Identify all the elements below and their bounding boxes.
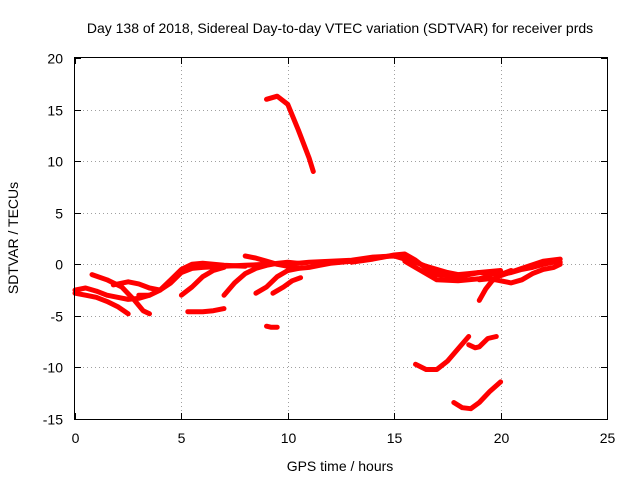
y-tick-label: -10 [43, 360, 63, 376]
series-line-arc-13 [264, 93, 316, 174]
y-tick-label: 0 [55, 257, 63, 273]
series-line-arc-06 [178, 264, 227, 298]
y-axis-label: SDTVAR / TECUs [5, 182, 21, 294]
tick-labels: 0 5 10 15 20 25 -15 -10 -5 0 5 10 15 20 [43, 51, 616, 447]
plot-frame [74, 57, 608, 420]
series-line-arc-23 [451, 379, 504, 412]
series-line-arc-10 [253, 265, 301, 296]
series-line-arc-08 [221, 259, 301, 298]
x-axis-label: GPS time / hours [287, 458, 394, 474]
series-line-arc-03 [89, 272, 152, 317]
y-tick-label: 20 [47, 51, 63, 67]
series-line-arc-21 [413, 334, 472, 372]
series-line-arc-20 [498, 259, 563, 278]
series-line-arc-12 [264, 323, 280, 330]
data-series [72, 93, 563, 412]
series-line-arc-01 [72, 290, 131, 317]
y-tick-label: -5 [51, 309, 64, 325]
series-line-arc-22 [466, 334, 499, 351]
series-line-arc-02 [72, 285, 152, 302]
y-tick-label: -15 [43, 412, 63, 428]
series-line-arc-05 [136, 260, 248, 298]
x-tick-label: 25 [600, 430, 616, 446]
y-tick-label: 5 [55, 206, 63, 222]
x-tick-label: 5 [178, 430, 186, 446]
series-line-arc-07 [185, 306, 227, 315]
x-tick-label: 0 [72, 430, 80, 446]
y-tick-label: 15 [47, 103, 63, 119]
x-tick-label: 20 [494, 430, 510, 446]
chart-title: Day 138 of 2018, Sidereal Day-to-day VTE… [87, 20, 593, 36]
x-tick-label: 10 [281, 430, 297, 446]
x-tick-label: 15 [387, 430, 403, 446]
y-tick-label: 10 [47, 154, 63, 170]
series-line-arc-11 [270, 275, 304, 296]
grid [75, 58, 607, 419]
